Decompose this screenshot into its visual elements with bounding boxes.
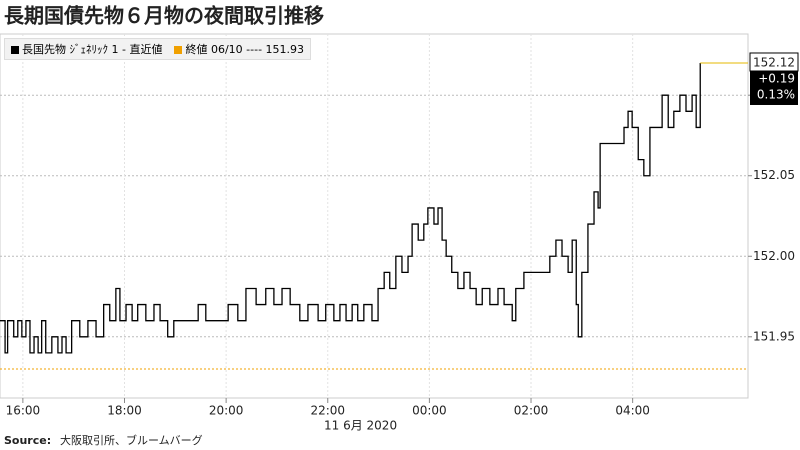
source-label: Source: xyxy=(4,434,51,447)
plot-area xyxy=(0,33,749,399)
x-tick-label: 20:00 xyxy=(209,404,244,418)
legend: 長国先物 ｼﾞｪﾈﾘｯｸ 1 - 直近値 終値 06/10 ---- 151.9… xyxy=(4,38,312,60)
legend-entry: 長国先物 ｼﾞｪﾈﾘｯｸ 1 - 直近値 xyxy=(11,41,162,57)
x-tick-label: 04:00 xyxy=(615,404,650,418)
source: 大阪取引所、ブルームバーグ xyxy=(60,433,203,447)
price-box-label: +0.19 xyxy=(758,71,795,85)
price-box xyxy=(750,70,798,105)
x-tick-label: 22:00 xyxy=(310,404,345,418)
price-line xyxy=(0,62,701,354)
y-tick-label: 151.95 xyxy=(753,329,795,343)
legend-label: 終値 06/10 ---- 151.93 xyxy=(185,43,305,56)
x-tick-label: 16:00 xyxy=(6,404,41,418)
x-tick-label: 18:00 xyxy=(107,404,142,418)
legend-label: 長国先物 ｼﾞｪﾈﾘｯｸ 1 - 直近値 xyxy=(22,43,163,56)
chart-title: 長期国債先物６月物の夜間取引推移 xyxy=(4,4,324,28)
x-tick-label: 00:00 xyxy=(412,404,447,418)
y-tick-label: 152.05 xyxy=(753,168,795,182)
date-label: 11 6月 2020 xyxy=(324,419,397,433)
x-tick-label: 02:00 xyxy=(514,404,549,418)
price-box-label: 0.13% xyxy=(757,87,795,101)
price-box-label: 152.12 xyxy=(753,55,795,69)
y-tick-label: 152.00 xyxy=(753,249,795,263)
legend-entry: 終値 06/10 ---- 151.93 xyxy=(174,41,304,57)
